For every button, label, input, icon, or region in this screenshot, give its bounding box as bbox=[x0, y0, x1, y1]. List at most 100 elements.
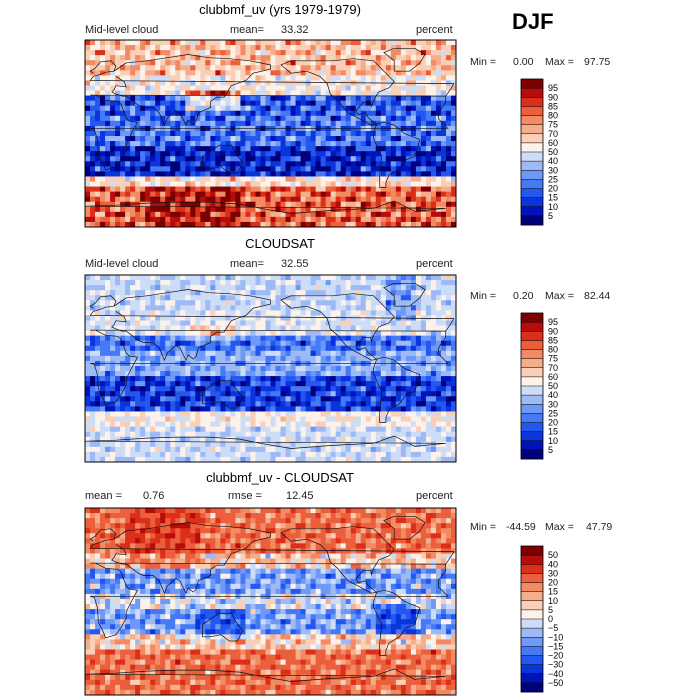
map-cell bbox=[185, 80, 191, 86]
map-cell bbox=[115, 365, 121, 372]
map-cell bbox=[200, 221, 206, 228]
map-cell bbox=[170, 416, 176, 422]
map-cell bbox=[400, 156, 407, 162]
map-cell bbox=[385, 171, 392, 177]
map-cell bbox=[225, 290, 231, 296]
map-cell bbox=[270, 100, 276, 107]
map-cell bbox=[360, 171, 367, 177]
map-cell bbox=[185, 340, 191, 347]
map-cell bbox=[330, 340, 337, 347]
map-cell bbox=[210, 50, 216, 56]
map-cell bbox=[310, 216, 317, 223]
map-cell bbox=[365, 85, 372, 91]
map-cell bbox=[350, 65, 357, 71]
map-cell bbox=[240, 275, 246, 281]
map-cell bbox=[310, 181, 317, 187]
map-cell bbox=[120, 70, 126, 76]
map-cell bbox=[185, 146, 191, 152]
map-cell bbox=[380, 371, 387, 377]
map-cell bbox=[270, 295, 276, 301]
map-cell bbox=[195, 340, 201, 347]
map-cell bbox=[290, 211, 296, 218]
map-cell bbox=[95, 386, 101, 392]
map-cell bbox=[195, 365, 201, 372]
map-cell bbox=[110, 340, 116, 347]
map-cell bbox=[255, 216, 261, 223]
map-cell bbox=[140, 295, 146, 301]
map-cell bbox=[325, 376, 332, 382]
map-cell bbox=[410, 181, 417, 187]
map-cell bbox=[225, 211, 231, 218]
map-cell bbox=[395, 411, 402, 417]
map-cell bbox=[225, 191, 231, 198]
map-cell bbox=[350, 300, 357, 306]
map-cell bbox=[360, 151, 367, 157]
map-cell bbox=[410, 345, 417, 352]
map-cell bbox=[220, 156, 226, 162]
map-cell bbox=[450, 221, 457, 228]
map-cell bbox=[85, 371, 91, 377]
map-cell bbox=[225, 141, 231, 147]
map-cell bbox=[365, 151, 372, 157]
map-cell bbox=[425, 350, 432, 357]
map-cell bbox=[150, 401, 156, 407]
map-cell bbox=[320, 75, 327, 81]
map-cell bbox=[405, 85, 412, 91]
map-cell bbox=[110, 365, 116, 372]
map-cell bbox=[385, 376, 392, 382]
map-cell bbox=[160, 130, 166, 137]
map-cell bbox=[405, 216, 412, 223]
map-cell bbox=[275, 221, 281, 228]
map-cell bbox=[320, 115, 327, 122]
map-cell bbox=[165, 80, 171, 86]
map-cell bbox=[135, 40, 141, 46]
map-cell bbox=[435, 325, 442, 331]
map-cell bbox=[240, 340, 246, 347]
map-cell bbox=[410, 381, 417, 387]
map-cell bbox=[345, 396, 352, 402]
map-cell bbox=[405, 330, 412, 337]
map-cell bbox=[90, 55, 96, 61]
map-cell bbox=[215, 50, 221, 56]
map-cell bbox=[405, 55, 412, 61]
map-cell bbox=[440, 186, 447, 193]
map-cell bbox=[315, 221, 322, 228]
map-cell bbox=[385, 50, 392, 56]
map-cell bbox=[200, 350, 206, 357]
map-cell bbox=[380, 186, 387, 193]
map-cell bbox=[210, 75, 216, 81]
map-cell bbox=[365, 90, 372, 96]
map-cell bbox=[95, 206, 101, 213]
map-cell bbox=[170, 211, 176, 218]
map-cell bbox=[295, 300, 301, 306]
map-cell bbox=[335, 221, 342, 228]
map-cell bbox=[360, 196, 367, 203]
map-cell bbox=[190, 280, 196, 286]
map-cell bbox=[125, 285, 131, 291]
map-cell bbox=[85, 325, 91, 331]
map-cell bbox=[355, 146, 362, 152]
map-cell bbox=[305, 305, 311, 311]
map-cell bbox=[295, 416, 301, 422]
map-cell bbox=[395, 171, 402, 177]
map-cell bbox=[275, 105, 281, 112]
map-cell bbox=[180, 136, 186, 142]
map-cell bbox=[115, 95, 121, 102]
map-cell bbox=[255, 171, 261, 177]
map-cell bbox=[265, 315, 271, 321]
map-cell bbox=[170, 196, 176, 203]
map-cell bbox=[185, 221, 191, 228]
map-cell bbox=[360, 146, 367, 152]
map-cell bbox=[240, 196, 246, 203]
map-cell bbox=[335, 201, 342, 208]
map-cell bbox=[190, 290, 196, 296]
map-cell bbox=[240, 120, 246, 127]
map-cell bbox=[345, 105, 352, 112]
map-cell bbox=[140, 75, 146, 81]
map-cell bbox=[85, 211, 91, 218]
map-cell bbox=[165, 401, 171, 407]
map-cell bbox=[425, 310, 432, 316]
map-cell bbox=[335, 40, 342, 46]
map-cell bbox=[360, 350, 367, 357]
map-cell bbox=[310, 335, 317, 342]
